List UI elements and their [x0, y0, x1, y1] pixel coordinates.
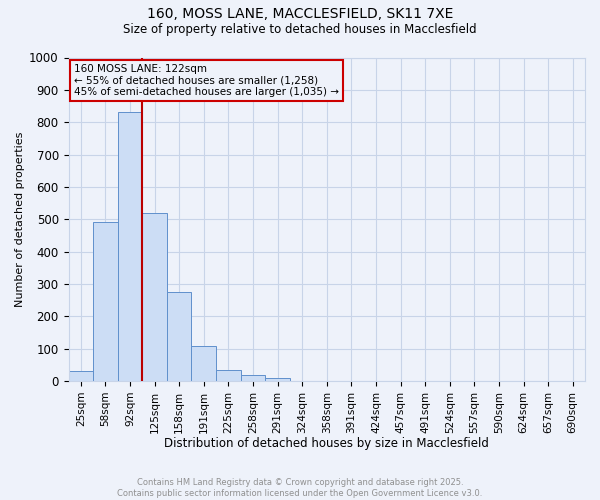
Text: Contains HM Land Registry data © Crown copyright and database right 2025.
Contai: Contains HM Land Registry data © Crown c… [118, 478, 482, 498]
Bar [241, 374, 265, 381]
Bar [216, 370, 241, 381]
Bar [191, 346, 216, 381]
Bar [68, 372, 93, 381]
Y-axis label: Number of detached properties: Number of detached properties [15, 132, 25, 307]
Text: 160 MOSS LANE: 122sqm
← 55% of detached houses are smaller (1,258)
45% of semi-d: 160 MOSS LANE: 122sqm ← 55% of detached … [74, 64, 338, 97]
Bar [142, 213, 167, 381]
Bar [167, 292, 191, 381]
Bar [118, 112, 142, 381]
Text: 160, MOSS LANE, MACCLESFIELD, SK11 7XE: 160, MOSS LANE, MACCLESFIELD, SK11 7XE [147, 8, 453, 22]
Bar [265, 378, 290, 381]
X-axis label: Distribution of detached houses by size in Macclesfield: Distribution of detached houses by size … [164, 437, 489, 450]
Bar [93, 222, 118, 381]
Text: Size of property relative to detached houses in Macclesfield: Size of property relative to detached ho… [123, 22, 477, 36]
